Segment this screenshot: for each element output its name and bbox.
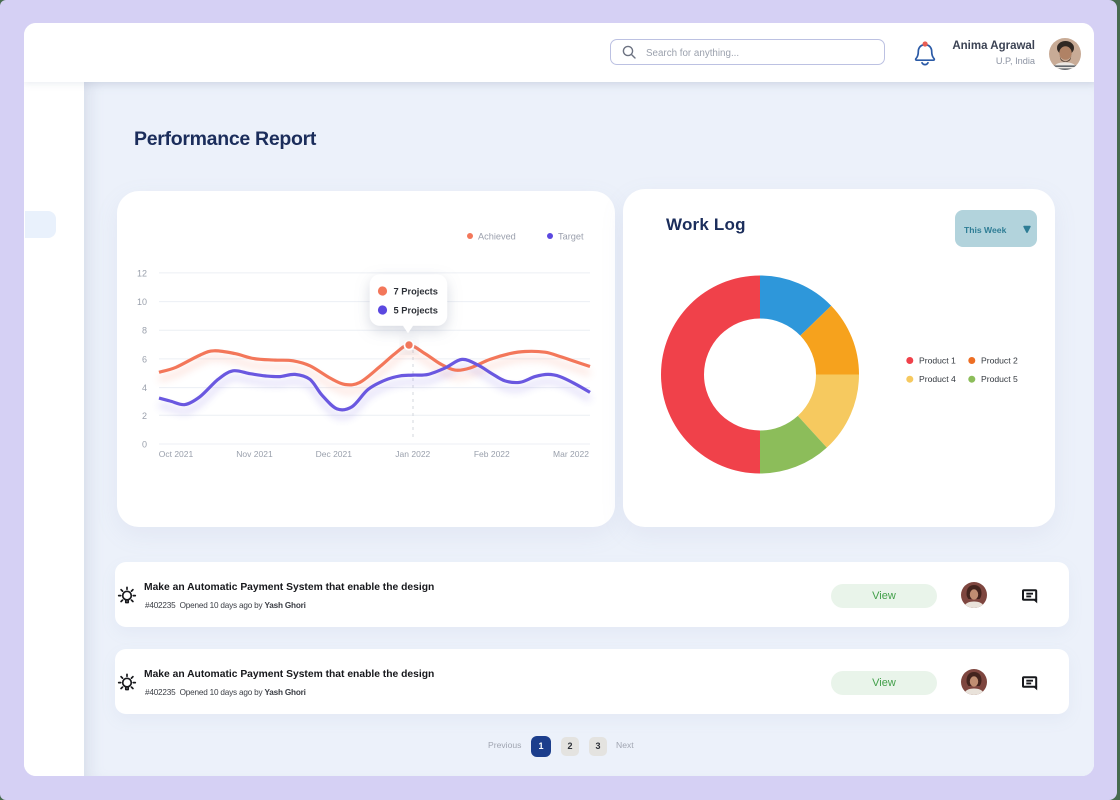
svg-text:7 Projects: 7 Projects xyxy=(394,287,438,297)
svg-text:Product 5: Product 5 xyxy=(981,374,1018,384)
svg-text:0: 0 xyxy=(142,440,147,450)
svg-text:Dec 2021: Dec 2021 xyxy=(316,449,353,459)
svg-text:5 Projects: 5 Projects xyxy=(394,306,438,316)
svg-text:Product 1: Product 1 xyxy=(919,356,956,366)
svg-text:6: 6 xyxy=(142,354,147,364)
svg-text:Oct 2021: Oct 2021 xyxy=(159,449,194,459)
svg-text:8: 8 xyxy=(142,326,147,336)
svg-text:Product 2: Product 2 xyxy=(981,356,1018,366)
svg-text:Target: Target xyxy=(558,232,584,242)
svg-text:Jan 2022: Jan 2022 xyxy=(395,449,430,459)
svg-text:Achieved: Achieved xyxy=(478,232,516,242)
svg-text:Product 4: Product 4 xyxy=(919,374,956,384)
svg-text:12: 12 xyxy=(137,268,147,278)
svg-text:10: 10 xyxy=(137,297,147,307)
svg-text:Mar 2022: Mar 2022 xyxy=(553,449,589,459)
svg-text:Feb 2022: Feb 2022 xyxy=(474,449,510,459)
svg-text:4: 4 xyxy=(142,383,147,393)
svg-text:2: 2 xyxy=(142,411,147,421)
svg-text:Nov 2021: Nov 2021 xyxy=(236,449,273,459)
